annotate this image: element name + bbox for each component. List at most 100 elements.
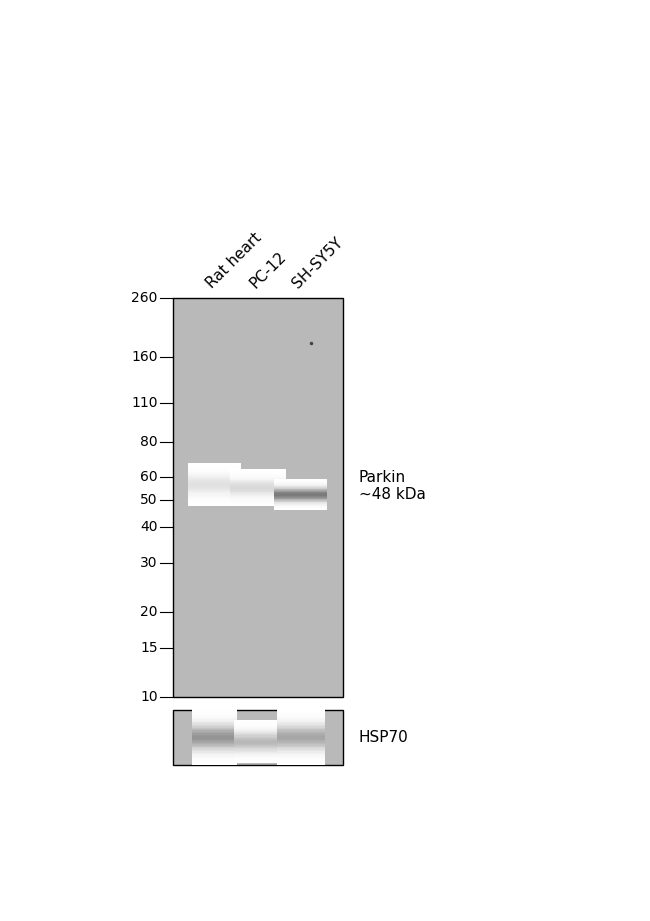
Text: 30: 30	[140, 555, 157, 569]
Bar	[276, 720, 324, 722]
Bar	[188, 479, 241, 481]
Bar	[188, 483, 241, 484]
Bar	[234, 721, 282, 722]
Text: 110: 110	[131, 396, 157, 410]
Bar	[230, 484, 286, 486]
Bar	[192, 764, 237, 765]
Bar	[276, 762, 324, 764]
Bar	[274, 479, 327, 480]
Bar	[274, 495, 327, 497]
Bar	[276, 740, 324, 741]
Bar	[192, 722, 237, 723]
Bar	[230, 471, 286, 472]
Bar	[192, 711, 237, 712]
Bar	[188, 491, 241, 493]
Bar	[276, 711, 324, 712]
Bar	[276, 751, 324, 752]
Bar	[276, 761, 324, 763]
Bar	[230, 492, 286, 494]
Text: 15: 15	[140, 640, 157, 655]
Bar	[230, 503, 286, 505]
Text: 40: 40	[140, 520, 157, 534]
Bar	[276, 758, 324, 760]
Bar	[234, 724, 282, 726]
Text: 260: 260	[131, 291, 157, 305]
Bar	[276, 730, 324, 732]
Bar	[234, 735, 282, 737]
Text: SH-SY5Y: SH-SY5Y	[290, 235, 346, 291]
Bar	[276, 747, 324, 749]
Bar	[230, 470, 286, 472]
Bar	[188, 500, 241, 502]
Bar	[192, 725, 237, 727]
Bar	[230, 490, 286, 492]
Bar	[192, 731, 237, 733]
Bar	[192, 751, 237, 752]
Bar	[192, 761, 237, 763]
Bar	[230, 477, 286, 479]
Text: 160: 160	[131, 350, 157, 364]
Bar	[276, 729, 324, 730]
Bar	[192, 730, 237, 732]
Bar	[234, 742, 282, 744]
Bar	[230, 474, 286, 476]
Bar	[192, 752, 237, 754]
Bar	[234, 755, 282, 757]
Bar	[276, 731, 324, 733]
Bar	[274, 482, 327, 483]
Bar	[276, 734, 324, 736]
Bar	[276, 714, 324, 715]
Text: 20: 20	[140, 605, 157, 619]
Text: HSP70: HSP70	[359, 729, 408, 745]
Bar	[230, 501, 286, 503]
Bar	[188, 496, 241, 497]
Bar	[188, 472, 241, 474]
Bar	[192, 755, 237, 757]
Bar	[234, 726, 282, 727]
Bar	[276, 737, 324, 739]
Bar	[276, 764, 324, 765]
Bar	[234, 757, 282, 758]
Bar	[234, 752, 282, 753]
Bar	[230, 483, 286, 484]
Bar	[230, 497, 286, 499]
Bar	[230, 489, 286, 491]
Bar	[173, 709, 343, 765]
Bar	[188, 490, 241, 491]
Bar	[234, 747, 282, 749]
Bar	[276, 717, 324, 719]
Bar	[274, 497, 327, 498]
Bar	[234, 736, 282, 738]
Bar	[274, 486, 327, 487]
Bar	[192, 715, 237, 717]
Text: 50: 50	[140, 493, 157, 507]
Bar	[274, 492, 327, 494]
Bar	[234, 759, 282, 760]
Bar	[276, 712, 324, 714]
Bar	[274, 484, 327, 485]
Bar	[234, 761, 282, 763]
Bar	[230, 485, 286, 487]
Bar	[192, 747, 237, 749]
Bar	[230, 476, 286, 478]
Bar	[276, 742, 324, 744]
Bar	[188, 502, 241, 503]
Bar	[188, 498, 241, 500]
Bar	[188, 481, 241, 483]
Bar	[234, 758, 282, 759]
Bar	[192, 719, 237, 720]
Bar	[276, 741, 324, 743]
Bar	[188, 484, 241, 485]
Bar	[274, 503, 327, 504]
Bar	[234, 754, 282, 756]
Bar	[234, 760, 282, 762]
Text: 10: 10	[140, 690, 157, 705]
Bar	[230, 472, 286, 474]
Bar	[188, 476, 241, 477]
Bar	[276, 726, 324, 728]
Bar	[274, 491, 327, 492]
Bar	[274, 509, 327, 510]
Bar	[274, 493, 327, 494]
Bar	[230, 499, 286, 501]
Bar	[192, 726, 237, 728]
